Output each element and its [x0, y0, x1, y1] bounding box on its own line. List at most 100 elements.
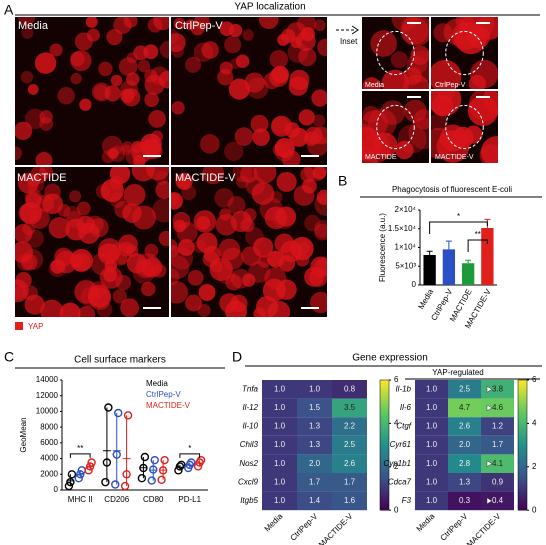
- cell: [152, 263, 167, 278]
- cell-label: 2.0: [309, 459, 321, 468]
- cell: [244, 72, 265, 93]
- cell: [79, 98, 92, 111]
- heat-cell: [415, 417, 448, 436]
- colorbar-tick-label: 0: [394, 505, 399, 514]
- micrograph: [431, 17, 498, 89]
- dot: [67, 470, 77, 479]
- micrographs: [15, 17, 498, 317]
- y-tick-label: 0: [412, 280, 417, 289]
- cell: [203, 245, 221, 263]
- cell: [219, 61, 233, 75]
- cell: [431, 59, 462, 89]
- cell: [15, 146, 22, 161]
- colorbar-tick-label: 2: [532, 462, 537, 471]
- cell: [276, 279, 297, 300]
- colorbar-tick-label: 6: [394, 375, 399, 384]
- nucleus-outline: [445, 104, 484, 150]
- heat-cell: [448, 398, 481, 418]
- cell: [141, 281, 156, 297]
- cell-label: 2.8: [459, 459, 471, 468]
- cell: [143, 44, 159, 60]
- sig-bracket: [429, 221, 488, 234]
- bar: [423, 255, 436, 285]
- cell: [219, 21, 235, 36]
- micrograph: [15, 167, 169, 317]
- cell: [15, 241, 33, 263]
- cell: [69, 190, 82, 203]
- cell: [253, 167, 277, 184]
- heat-cell: [332, 473, 367, 492]
- row-label: Il-6: [400, 403, 412, 412]
- heat-cell: [415, 473, 448, 492]
- cell: [316, 189, 327, 205]
- dot: [122, 470, 131, 479]
- cell: [276, 171, 297, 192]
- y-tick-label: 4000: [40, 454, 58, 463]
- cell: [63, 205, 81, 223]
- heat-cell: [297, 491, 332, 511]
- row-label: Il-10: [242, 422, 258, 431]
- cell-label: 1.4: [309, 496, 321, 505]
- cell: [242, 273, 256, 287]
- cell: [201, 41, 219, 59]
- dot: [102, 458, 112, 467]
- sig-bracket: [467, 239, 488, 252]
- colorbar-tick-label: 4: [532, 419, 537, 428]
- cell: [144, 243, 159, 258]
- cell: [70, 51, 85, 67]
- cell: [171, 238, 178, 252]
- cell: [35, 151, 53, 165]
- heat-cell: [415, 454, 448, 473]
- legend-label: YAP: [28, 322, 43, 331]
- cell-label: 1.3: [459, 477, 471, 486]
- y-tick-label: 5×10³: [395, 261, 416, 270]
- dot: [114, 408, 123, 418]
- cell: [193, 17, 210, 30]
- panel-label: D: [232, 349, 242, 365]
- cell: [15, 121, 33, 141]
- row-label: Nos2: [239, 459, 258, 468]
- column-label: Media: [415, 511, 437, 533]
- cell: [70, 249, 93, 272]
- error-bar: [426, 250, 433, 255]
- heat-cell: [448, 491, 481, 511]
- panel-title: Gene expression: [352, 353, 428, 364]
- dot: [111, 480, 120, 489]
- image-label: Media: [18, 20, 49, 32]
- cell: [269, 49, 289, 69]
- cell: [235, 54, 250, 69]
- cell: [312, 167, 327, 180]
- colorbar-tick-label: 6: [532, 375, 537, 384]
- cell: [312, 114, 326, 127]
- cell: [40, 299, 64, 317]
- cell-label: 2.5: [344, 440, 356, 449]
- cell: [91, 82, 111, 102]
- inset-image-label: Media: [365, 82, 384, 89]
- heat-cell: [297, 435, 332, 455]
- cell: [224, 36, 242, 54]
- cell-label: 1.0: [274, 477, 286, 486]
- heat-cell: [332, 454, 367, 473]
- cell: [454, 22, 487, 55]
- dot: [157, 475, 166, 484]
- cell-label: 1.0: [274, 496, 286, 505]
- y-axis-label: Fluorescence (a.u.): [378, 213, 387, 282]
- nucleus-outline: [376, 30, 415, 76]
- cell: [98, 61, 113, 77]
- cell: [85, 17, 98, 28]
- cell: [98, 243, 120, 265]
- cell: [400, 17, 429, 47]
- heat-cell: [481, 417, 514, 436]
- dot: [139, 463, 148, 473]
- cell: [39, 167, 54, 179]
- cell: [253, 307, 267, 317]
- dot: [196, 455, 206, 465]
- cell: [108, 242, 132, 266]
- bar: [442, 249, 456, 285]
- cell: [48, 217, 70, 239]
- cell: [452, 126, 474, 149]
- cell: [314, 219, 327, 238]
- sig-label: *: [457, 212, 460, 221]
- micrograph: [171, 167, 327, 317]
- range-bar: [122, 415, 131, 487]
